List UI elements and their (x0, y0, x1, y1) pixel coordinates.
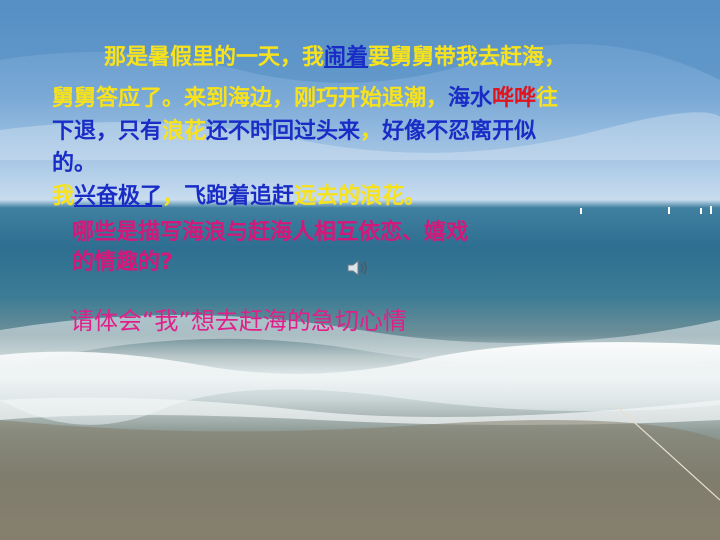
text-segment: 下退，只有 (52, 119, 163, 144)
question-2: 请体会“我”想去赶海的急切心情 (70, 307, 407, 335)
text-segment: 哗哗 (492, 86, 537, 111)
paragraph-line-3: 下退，只有浪花还不时回过头来，好像不忍离开似 (52, 118, 536, 146)
text-segment: 我 (52, 184, 75, 209)
question-1: 哪些是描写海浪与赶海人相互依恋、嬉戏 的情趣的? (72, 218, 468, 278)
question-1-line-1: 哪些是描写海浪与赶海人相互依恋、嬉戏 (72, 220, 469, 245)
text-segment: 往 (536, 86, 559, 111)
question-1-line-2: 的情趣的? (72, 250, 173, 275)
text-segment: 要舅舅带我去赶海， (368, 45, 567, 70)
text-segment: 飞跑着追赶 (184, 184, 295, 209)
text-segment: 还不时回过头来 (206, 119, 361, 144)
text-segment: ， (360, 119, 383, 144)
text-segment: 舅舅答应了。来到海边，刚巧开始退潮， (52, 86, 449, 111)
text-segment: 的。 (52, 151, 97, 176)
text-segment: 海水 (448, 86, 493, 111)
paragraph-line-2: 舅舅答应了。来到海边，刚巧开始退潮，海水哗哗往 (52, 85, 558, 113)
text-segment: 远去的浪花。 (294, 184, 427, 209)
speaker-icon[interactable] (346, 258, 370, 278)
paragraph-line-1: 那是暑假里的一天，我闹着要舅舅带我去赶海， (104, 44, 566, 72)
text-segment: 好像不忍离开似 (382, 119, 537, 144)
text-segment: 闹着 (324, 45, 369, 70)
text-segment: 浪花 (162, 119, 207, 144)
text-segment: ， (162, 184, 185, 209)
paragraph-line-5: 我兴奋极了，飞跑着追赶远去的浪花。 (52, 183, 426, 211)
paragraph-line-4: 的。 (52, 150, 96, 178)
text-segment: 那是暑假里的一天，我 (104, 45, 325, 70)
text-segment: 兴奋极了 (74, 184, 163, 209)
